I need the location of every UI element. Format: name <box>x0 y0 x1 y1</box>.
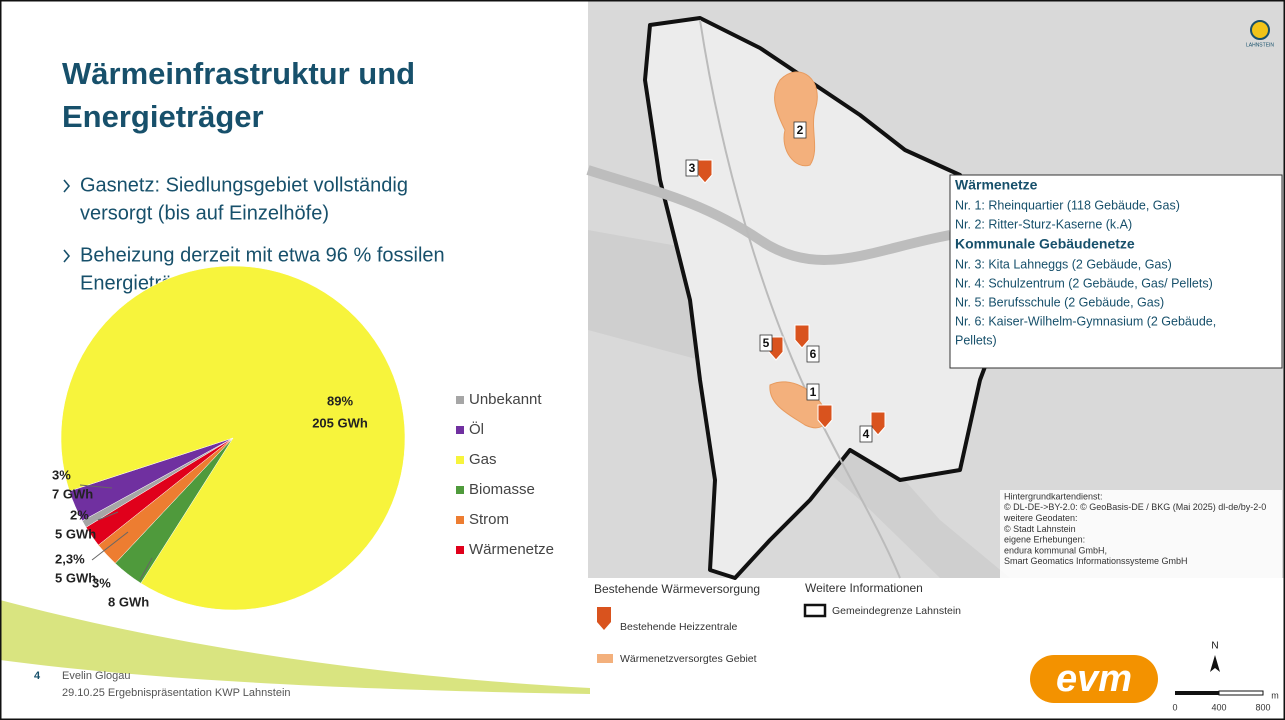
info-item: Nr. 4: Schulzentrum (2 Gebäude, Gas/ Pel… <box>955 276 1213 290</box>
site-label: 3 <box>689 161 696 175</box>
legend-item: Bestehende Heizzentrale <box>620 621 737 633</box>
attribution: © Stadt Lahnstein <box>1004 524 1076 534</box>
attribution: Smart Geomatics Informationssysteme GmbH <box>1004 556 1188 566</box>
legend-label: Öl <box>469 420 484 438</box>
data-label: 205 GWh <box>312 415 368 430</box>
info-item: Nr. 3: Kita Lahneggs (2 Gebäude, Gas) <box>955 257 1172 271</box>
pie-slice <box>85 437 234 546</box>
site-label-box <box>859 425 873 443</box>
river-lahn <box>586 165 951 265</box>
footer-event: 29.10.25 Ergebnispräsentation KWP Lahnst… <box>62 687 291 699</box>
data-label: 8 GWh <box>108 594 149 609</box>
info-item: Nr. 5: Berufsschule (2 Gebäude, Gas) <box>955 295 1164 309</box>
data-label: 3% <box>92 575 111 590</box>
attribution-box <box>1000 490 1282 578</box>
heat-pin <box>794 324 810 349</box>
data-label: 5 GWh <box>55 526 96 541</box>
north-arrow <box>1210 655 1220 672</box>
info-item: Nr. 2: Ritter-Sturz-Kaserne (k.A) <box>955 217 1132 231</box>
scale-label: 800 <box>1255 702 1270 712</box>
scale-bar <box>1218 690 1264 696</box>
info-heading: Wärmenetze <box>955 177 1038 193</box>
data-label: 7 GWh <box>52 486 93 501</box>
data-label: 3% <box>52 467 71 482</box>
legend-swatch <box>456 516 464 524</box>
slide-title: Energieträger <box>62 99 264 134</box>
attribution: eigene Erhebungen: <box>1004 535 1085 545</box>
attribution: weitere Geodaten: <box>1003 513 1078 523</box>
attribution: endura kommunal GmbH, <box>1004 545 1107 555</box>
site-label: 2 <box>797 123 804 137</box>
legend-item: Gemeindegrenze Lahnstein <box>832 605 961 617</box>
town-logo <box>1250 20 1270 40</box>
site-label-box <box>806 383 820 401</box>
footer-author: Evelin Glogau <box>62 670 131 682</box>
scale-bar <box>1175 691 1219 695</box>
site-label-box <box>759 334 773 352</box>
scale-label: m <box>1271 690 1279 700</box>
page-number: 4 <box>34 670 41 682</box>
legend-label: Biomasse <box>469 481 535 498</box>
scale-label: 0 <box>1172 702 1177 712</box>
bullet-icon <box>63 249 71 263</box>
site-label: 4 <box>863 427 870 441</box>
heat-area-2 <box>774 71 818 167</box>
site-label-box <box>793 121 807 139</box>
bullet-text: Gasnetz: Siedlungsgebiet vollständig <box>80 174 408 196</box>
data-label: 2% <box>70 507 89 522</box>
legend-boundary <box>803 603 827 618</box>
town-logo-text: LAHNSTEIN <box>1246 42 1274 48</box>
legend-area <box>597 654 613 663</box>
scale-label: 400 <box>1211 702 1226 712</box>
north-label: N <box>1211 641 1218 652</box>
legend-swatch <box>456 456 464 464</box>
legend-pin <box>597 607 611 630</box>
data-label: 89% <box>327 393 353 408</box>
info-heading: Kommunale Gebäudenetze <box>955 236 1135 252</box>
info-item: Nr. 1: Rheinquartier (118 Gebäude, Gas) <box>955 198 1180 212</box>
legend-swatch <box>456 396 464 404</box>
site-label: 6 <box>810 347 817 361</box>
legend-label: Wärmenetze <box>469 541 554 558</box>
legend-swatch <box>456 426 464 434</box>
leader-line <box>97 511 119 521</box>
info-item: Nr. 6: Kaiser-Wilhelm-Gymnasium (2 Gebäu… <box>955 314 1216 328</box>
brand-logo <box>1030 655 1158 703</box>
info-box <box>949 174 1283 369</box>
municipal-boundary <box>643 16 1012 580</box>
decor-swoosh <box>0 600 590 694</box>
legend-label: Unbekannt <box>469 391 542 408</box>
legend-label: Gas <box>469 451 497 468</box>
railway <box>699 19 901 579</box>
site-label: 1 <box>810 385 817 399</box>
site-label: 5 <box>763 336 770 350</box>
legend-heading: Bestehende Wärmeversorgung <box>594 582 760 596</box>
heat-pin <box>870 411 886 436</box>
leader-line <box>79 484 113 489</box>
legend-item: Wärmenetzversorgtes Gebiet <box>620 653 757 665</box>
leader-line <box>91 531 129 561</box>
bullet-text: versorgt (bis auf Einzelhöfe) <box>80 202 329 224</box>
leader-line <box>139 557 153 581</box>
legend-label: Strom <box>469 511 509 528</box>
attribution: Hintergrundkartendienst: <box>1004 491 1103 501</box>
legend-swatch <box>456 546 464 554</box>
legend-swatch <box>456 486 464 494</box>
site-label-box <box>806 345 820 363</box>
heat-pin <box>817 404 833 429</box>
slide-title: Wärmeinfrastruktur und <box>62 56 415 91</box>
brand-text: evm <box>1056 658 1132 700</box>
data-label: 2,3% <box>55 551 85 566</box>
info-item: Pellets) <box>955 333 997 347</box>
bullet-text: Beheizung derzeit mit etwa 96 % fossilen <box>80 244 445 266</box>
data-label: 5 GWh <box>55 570 96 585</box>
site-label-box <box>685 159 699 177</box>
bullet-icon <box>63 179 71 193</box>
attribution: © DL-DE->BY-2.0: © GeoBasis-DE / BKG (Ma… <box>1004 502 1266 512</box>
legend-heading: Weitere Informationen <box>805 581 923 595</box>
